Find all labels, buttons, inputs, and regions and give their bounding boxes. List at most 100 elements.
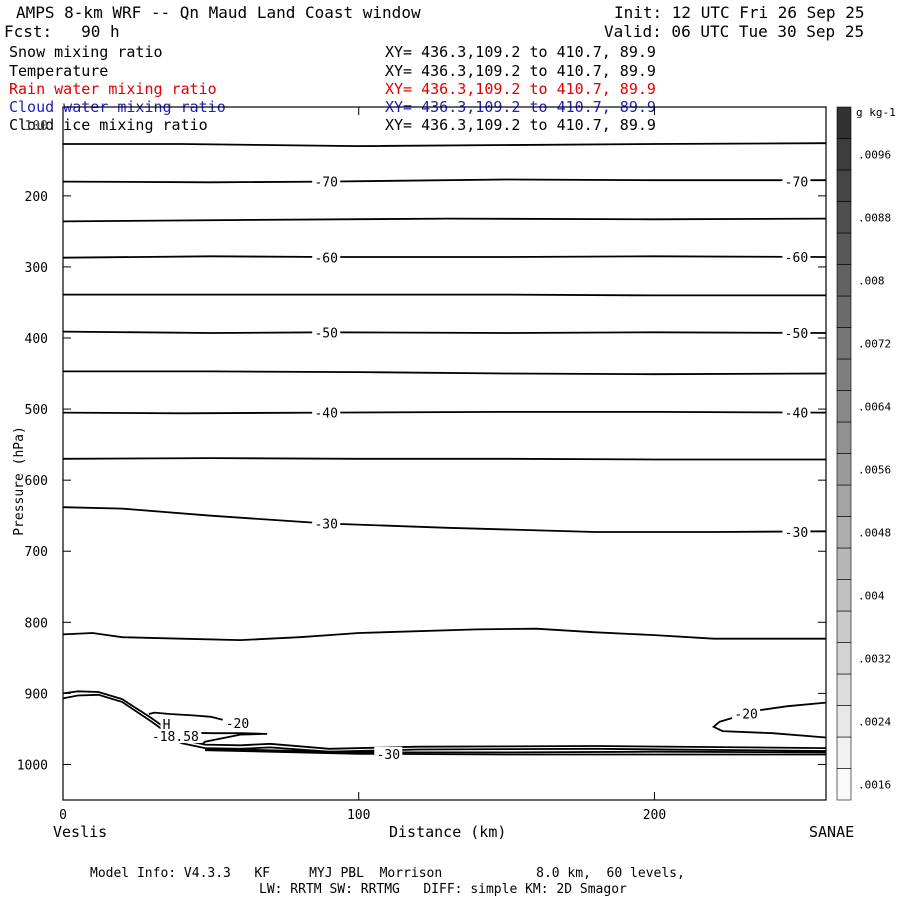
field-name: Temperature [9, 62, 109, 80]
isotherm-line [204, 747, 827, 754]
x-tick-label: 100 [347, 808, 370, 823]
colorbar-unit: g kg-1 [856, 106, 896, 119]
colorbar-label: .0088 [858, 211, 891, 224]
contour-label-halo [160, 716, 173, 731]
contour-label-halo [312, 250, 341, 265]
isotherm-line [63, 370, 827, 376]
isotherm-line [62, 627, 826, 642]
isotherm-line [63, 142, 827, 148]
contour-label: -40 [785, 407, 808, 422]
colorbar-swatch [836, 705, 852, 738]
colorbar-swatch [836, 421, 852, 454]
colorbar-label: .0056 [858, 463, 891, 476]
isotherm-line [63, 293, 826, 297]
contour-label-halo [312, 516, 341, 531]
colorbar-label: .0064 [858, 400, 891, 413]
field-xy: XY= 436.3,109.2 to 410.7, 89.9 [385, 43, 656, 61]
y-tick-label: 1000 [17, 758, 48, 773]
isotherm-line [62, 506, 827, 533]
valid-time: Valid: 06 UTC Tue 30 Sep 25 [604, 22, 865, 41]
colorbar-swatch [836, 169, 852, 202]
contour-label: -60 [785, 251, 808, 266]
left-endpoint-label: Veslis [53, 823, 108, 841]
y-tick-label: 700 [25, 545, 48, 560]
colorbar-swatch [836, 736, 852, 769]
x-tick-label: 200 [643, 808, 666, 823]
contour-label: -50 [785, 327, 808, 342]
colorbar-swatch [836, 327, 852, 360]
y-tick-label: 200 [25, 190, 48, 205]
contour-label: -70 [785, 176, 808, 191]
colorbar-swatch [836, 768, 852, 801]
y-axis-label: Pressure (hPa) [11, 426, 27, 536]
colorbar-label: .0024 [858, 715, 891, 728]
y-tick-label: 300 [25, 261, 48, 276]
x-axis-label: Distance (km) [389, 823, 507, 841]
isotherm-line [62, 693, 827, 753]
field-name: Snow mixing ratio [9, 43, 163, 61]
isotherm-line [62, 330, 827, 334]
field-name: Cloud ice mixing ratio [9, 116, 208, 134]
colorbar-label: .004 [858, 589, 885, 602]
contour-label: -40 [314, 407, 337, 422]
contour-label: -20 [226, 717, 249, 732]
field-xy: XY= 436.3,109.2 to 410.7, 89.9 [385, 80, 656, 98]
colorbar-swatch [836, 358, 852, 391]
contour-label: -20 [734, 707, 757, 722]
contour-label-layer: -70 -70 -60 -60 -50 -50 -40 -40 -30 -30 -20 -20 -30 -… [149, 174, 811, 763]
contour-label-halo [149, 729, 202, 744]
contour-label-halo [782, 525, 811, 540]
init-time: Init: 12 UTC Fri 26 Sep 25 [614, 3, 865, 22]
contour-label: -18.58 [152, 730, 199, 745]
contour-label: H [163, 718, 171, 733]
field-xy: XY= 436.3,109.2 to 410.7, 89.9 [385, 62, 656, 80]
y-tick-label: 400 [25, 332, 48, 347]
y-tick-label: 500 [25, 403, 48, 418]
colorbar-label: .0072 [858, 337, 891, 350]
contour-label-halo [374, 746, 403, 761]
colorbar-swatch [836, 106, 852, 139]
isotherm-line [62, 178, 826, 184]
contour-label-halo [782, 174, 811, 189]
colorbar-swatch [836, 579, 852, 612]
contour-label: -50 [314, 326, 337, 341]
colorbar-swatch [836, 232, 852, 265]
colorbar-label: .0096 [858, 148, 891, 161]
isotherm-line [62, 690, 827, 750]
colorbar-swatch [836, 547, 852, 580]
contour-label-halo [782, 405, 811, 420]
field-xy: XY= 436.3,109.2 to 410.7, 89.9 [385, 116, 656, 134]
colorbar-swatch [836, 642, 852, 675]
x-tick-label: 0 [59, 808, 67, 823]
y-tick-label: 800 [25, 616, 48, 631]
contour-label-halo [312, 405, 341, 420]
colorbar-swatch [836, 610, 852, 643]
isotherm-line [148, 711, 223, 721]
colorbar-label: .0032 [858, 652, 891, 665]
chart-title: AMPS 8-km WRF -- Qn Maud Land Coast wind… [16, 3, 421, 22]
plot-frame [62, 106, 827, 801]
isotherm-line [62, 457, 826, 461]
colorbar-swatch [836, 201, 852, 234]
colorbar-swatch [836, 484, 852, 517]
isotherm-line [62, 255, 827, 259]
model-info-line2: LW: RRTM SW: RRTMG DIFF: simple KM: 2D S… [259, 882, 627, 897]
colorbar-label: .008 [858, 274, 885, 287]
colorbar-swatch [836, 453, 852, 486]
contour-label: -70 [314, 176, 337, 191]
contour-label-halo [732, 706, 761, 721]
colorbar: .0016 .0024 .0032 .004 .0048 .0056 .0064 .0072.… [836, 106, 896, 801]
contour-label: -30 [314, 518, 337, 533]
colorbar-swatch [836, 264, 852, 297]
contour-label: -60 [314, 252, 337, 267]
colorbar-swatch [836, 516, 852, 549]
contour-label-halo [782, 249, 811, 264]
colorbar-swatch [836, 673, 852, 706]
colorbar-swatch [836, 138, 852, 171]
y-tick-label-partial: 100 [25, 119, 48, 134]
forecast-hour: Fcst: 90 h [4, 22, 120, 41]
colorbar-label: .0048 [858, 526, 891, 539]
